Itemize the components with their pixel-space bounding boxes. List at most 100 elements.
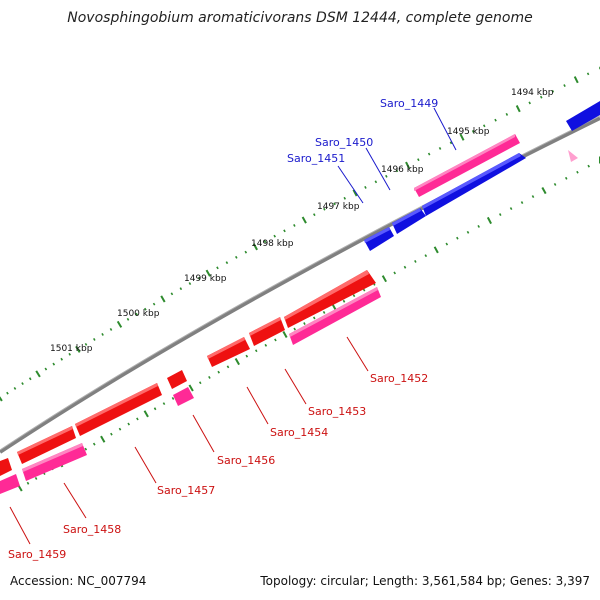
- tick-mark: [26, 481, 30, 485]
- tick-mark: [208, 376, 211, 379]
- tick-mark: [264, 343, 268, 347]
- gene-bevel: [289, 287, 378, 337]
- tick-mark: [520, 201, 524, 204]
- tick-mark: [60, 357, 63, 361]
- tick-mark: [303, 322, 306, 325]
- gene-feature-saro-1458-gene[interactable]: [22, 443, 87, 481]
- gene-feature-saro-1457-cds[interactable]: [75, 383, 162, 436]
- gene-feature-saro-1459-cds[interactable]: [0, 458, 12, 476]
- tick-mark: [405, 161, 411, 169]
- tick-mark: [235, 255, 238, 259]
- tick-mark: [417, 158, 420, 162]
- tick-mark: [551, 89, 555, 93]
- tick-mark: [539, 95, 543, 99]
- cds-bevel: [75, 383, 158, 427]
- tick-mark: [433, 246, 439, 254]
- kbp-label: 1494 kbp: [511, 88, 554, 98]
- tick-mark: [205, 269, 211, 277]
- gene-label-saro-1457[interactable]: Saro_1457: [157, 484, 215, 497]
- tick-mark: [283, 229, 286, 233]
- gene-bevel: [22, 443, 83, 472]
- tick-mark: [323, 207, 326, 211]
- gene-feature-saro-1459-gene[interactable]: [0, 474, 20, 494]
- tick-mark: [84, 342, 88, 346]
- gene-feature-saro-1453-cds[interactable]: [249, 317, 285, 346]
- tick-mark: [274, 338, 277, 342]
- tick-mark: [531, 195, 535, 198]
- tick-mark: [179, 287, 183, 291]
- tick-mark: [226, 365, 230, 369]
- cds-bevel: [392, 208, 421, 226]
- tick-mark: [162, 402, 166, 406]
- tick-mark: [13, 386, 17, 390]
- gene-label-saro-1449[interactable]: Saro_1449: [380, 97, 438, 110]
- tick-mark: [312, 316, 316, 320]
- cds-bevel: [207, 337, 245, 359]
- tick-mark: [352, 189, 358, 197]
- gene-feature-saro-1449-cds[interactable]: [422, 153, 526, 216]
- tick-mark: [198, 381, 202, 385]
- gene-feature-saro-1452-cds[interactable]: [284, 270, 376, 328]
- tick-mark: [427, 152, 431, 156]
- tick-mark: [301, 216, 307, 224]
- gene-label-saro-1451[interactable]: Saro_1451: [287, 152, 345, 165]
- tick-mark: [234, 358, 240, 366]
- tick-mark: [343, 196, 347, 200]
- gene-feature-saro-1454-cds[interactable]: [207, 337, 250, 367]
- tick-mark: [456, 236, 459, 240]
- tick-mark: [494, 118, 497, 122]
- cds-bevel: [17, 426, 73, 455]
- gene-label-saro-1456[interactable]: Saro_1456: [217, 454, 275, 467]
- gene-feature-saro-1451-cds[interactable]: [364, 227, 394, 251]
- kbp-label: 1500 kbp: [117, 309, 160, 319]
- tick-mark: [0, 396, 3, 402]
- tick-mark: [528, 101, 531, 105]
- tick-mark: [28, 377, 32, 381]
- tick-mark: [564, 176, 568, 180]
- tick-mark: [573, 76, 579, 84]
- accession-text: Accession: NC_007794: [10, 574, 147, 588]
- tick-mark: [293, 327, 296, 331]
- gene-label-saro-1450[interactable]: Saro_1450: [315, 136, 373, 149]
- tick-mark: [541, 187, 547, 195]
- cds-bevel: [364, 227, 390, 243]
- gene-feature-offscreen-cds[interactable]: [566, 101, 600, 131]
- tick-mark: [188, 282, 192, 285]
- gene-label-saro-1458[interactable]: Saro_1458: [63, 523, 121, 536]
- gene-feature-saro-1458-cds[interactable]: [17, 426, 76, 464]
- genome-backbone: [0, 116, 600, 454]
- tick-mark: [35, 370, 41, 378]
- tick-mark: [216, 266, 219, 270]
- gene-feature-saro-1456-cds[interactable]: [167, 370, 187, 389]
- tick-mark: [449, 141, 453, 145]
- tick-mark: [509, 207, 513, 210]
- tick-mark: [322, 311, 326, 314]
- kbp-label: 1497 kbp: [317, 202, 360, 212]
- tick-mark: [252, 243, 258, 251]
- tick-mark: [68, 352, 71, 356]
- gene-feature-saro-1456-gene[interactable]: [173, 387, 194, 406]
- gene-feature-saro-1450-cds[interactable]: [392, 208, 426, 234]
- topology-summary-text: Topology: circular; Length: 3,561,584 bp…: [260, 574, 590, 588]
- tick-mark: [587, 164, 590, 168]
- tick-mark: [282, 331, 288, 338]
- gene-feature-saro-1452-gene[interactable]: [289, 287, 381, 345]
- tick-mark: [110, 432, 113, 436]
- gene-label-saro-1454[interactable]: Saro_1454: [270, 426, 328, 439]
- tick-mark: [313, 213, 316, 217]
- tick-mark: [333, 202, 336, 206]
- gene-label-saro-1453[interactable]: Saro_1453: [308, 405, 366, 418]
- tick-mark: [52, 362, 56, 366]
- tick-mark: [143, 410, 149, 418]
- gene-feature-saro-1449-gene[interactable]: [414, 134, 520, 197]
- tick-mark: [381, 275, 387, 283]
- tick-mark: [153, 407, 157, 411]
- gene-label-saro-1459[interactable]: Saro_1459: [8, 548, 66, 561]
- tick-mark: [135, 312, 138, 316]
- gene-feature-offscreen-gene[interactable]: [568, 150, 578, 162]
- tick-mark: [6, 391, 9, 395]
- tick-mark: [126, 317, 130, 321]
- tick-mark: [403, 265, 407, 269]
- gene-label-saro-1452[interactable]: Saro_1452: [370, 372, 428, 385]
